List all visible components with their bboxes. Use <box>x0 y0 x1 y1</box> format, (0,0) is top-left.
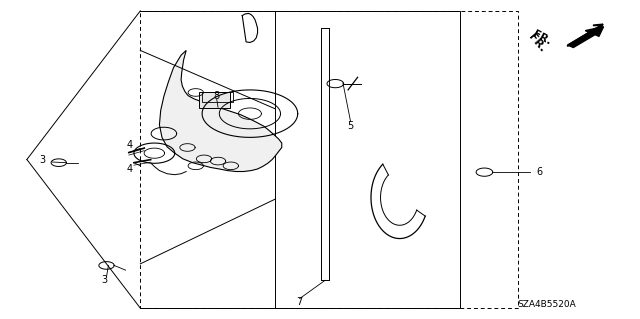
Bar <box>140 11 518 308</box>
Text: 7: 7 <box>296 297 303 308</box>
Polygon shape <box>159 50 282 172</box>
Text: 4: 4 <box>127 164 133 174</box>
Text: 8: 8 <box>214 91 220 100</box>
Text: SZA4B5520A: SZA4B5520A <box>518 300 576 309</box>
Bar <box>199 92 230 108</box>
Text: 6: 6 <box>537 167 543 177</box>
Bar <box>275 11 460 308</box>
Text: FR.: FR. <box>531 29 552 47</box>
Text: 4: 4 <box>127 140 133 150</box>
FancyArrow shape <box>568 27 604 48</box>
Bar <box>202 93 233 102</box>
Text: 3: 3 <box>40 154 46 165</box>
Text: 5: 5 <box>348 121 354 131</box>
Text: 3: 3 <box>102 275 108 285</box>
Text: FR.: FR. <box>527 32 547 54</box>
